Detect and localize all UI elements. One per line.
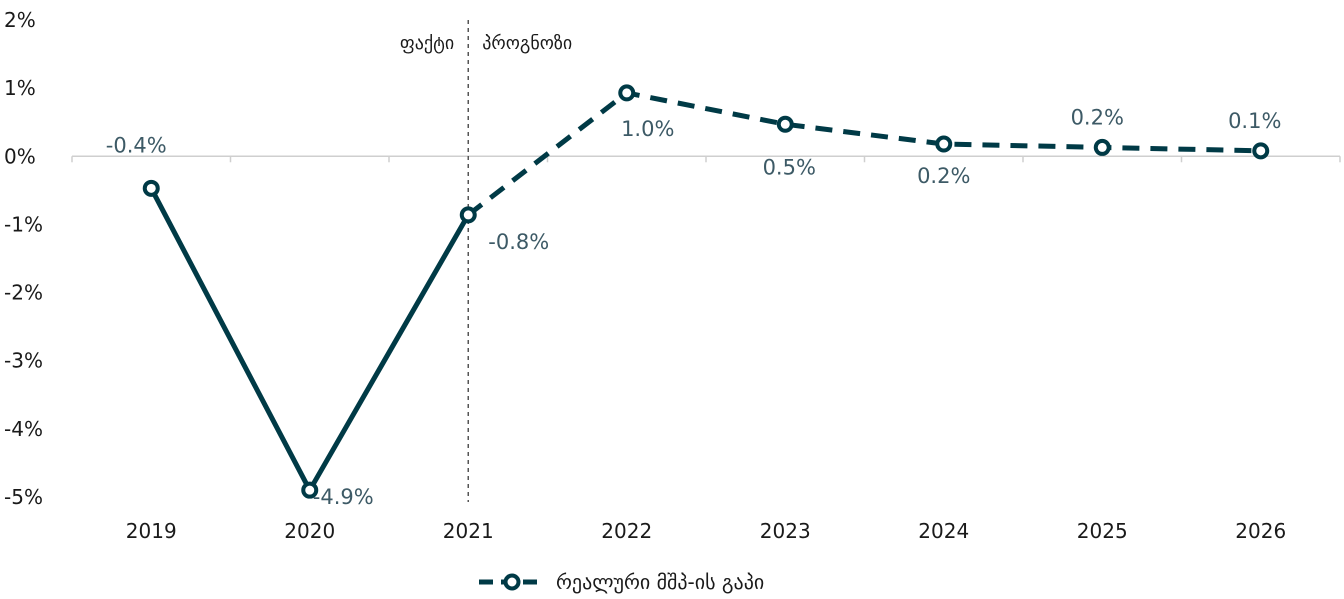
data-label: 0.2% <box>1071 105 1124 129</box>
y-tick-label: 2% <box>4 8 36 32</box>
data-point-marker <box>301 481 319 499</box>
x-tick-label: 2022 <box>601 519 652 543</box>
y-tick-label: 0% <box>4 144 36 168</box>
data-label: -0.8% <box>488 230 549 254</box>
legend: რეალური მშპ-ის გაპი <box>479 570 764 594</box>
data-label: 0.1% <box>1228 109 1281 133</box>
data-point-marker <box>935 135 953 153</box>
data-point-marker <box>618 84 636 102</box>
data-point-marker <box>776 115 794 133</box>
data-point-marker <box>1252 142 1270 160</box>
divider-right-label: პროგნოზი <box>482 33 572 54</box>
legend-label: რეალური მშპ-ის გაპი <box>556 570 764 594</box>
data-label: -4.9% <box>313 485 374 509</box>
legend-marker-icon <box>503 573 521 591</box>
data-label: 0.5% <box>763 155 816 179</box>
data-point-marker <box>142 179 160 197</box>
x-tick-label: 2025 <box>1077 519 1128 543</box>
x-tick-label: 2019 <box>126 519 177 543</box>
x-tick-label: 2023 <box>760 519 811 543</box>
y-tick-label: -2% <box>4 281 43 305</box>
x-tick-label: 2020 <box>284 519 335 543</box>
series-line-forecast <box>466 90 1261 217</box>
divider-left-label: ფაქტი <box>400 33 454 54</box>
axes: 2% 1% 0% -1% -2% -3% -4% -5% 2019 2020 2021 2022 202… <box>4 8 1341 543</box>
x-tick-label: 2021 <box>443 519 494 543</box>
data-labels: -0.4% -4.9% -0.8% 1.0% 0.5% 0.2% 0.2% 0.1% <box>106 105 1282 509</box>
data-label: -0.4% <box>106 133 167 157</box>
y-tick-label: -4% <box>4 417 43 441</box>
x-tick-label: 2024 <box>918 519 969 543</box>
x-tick-label: 2026 <box>1235 519 1286 543</box>
y-tick-label: -1% <box>4 212 43 236</box>
y-tick-label: -5% <box>4 485 43 509</box>
y-tick-label: -3% <box>4 349 43 373</box>
series-line-actual <box>148 185 471 493</box>
data-point-marker <box>1093 138 1111 156</box>
data-point-marker <box>459 206 477 224</box>
data-label: 0.2% <box>917 164 970 188</box>
data-label: 1.0% <box>621 117 674 141</box>
y-tick-label: 1% <box>4 76 36 100</box>
actual-forecast-divider: ფაქტი პროგნოზი <box>400 20 572 502</box>
series <box>142 84 1270 499</box>
